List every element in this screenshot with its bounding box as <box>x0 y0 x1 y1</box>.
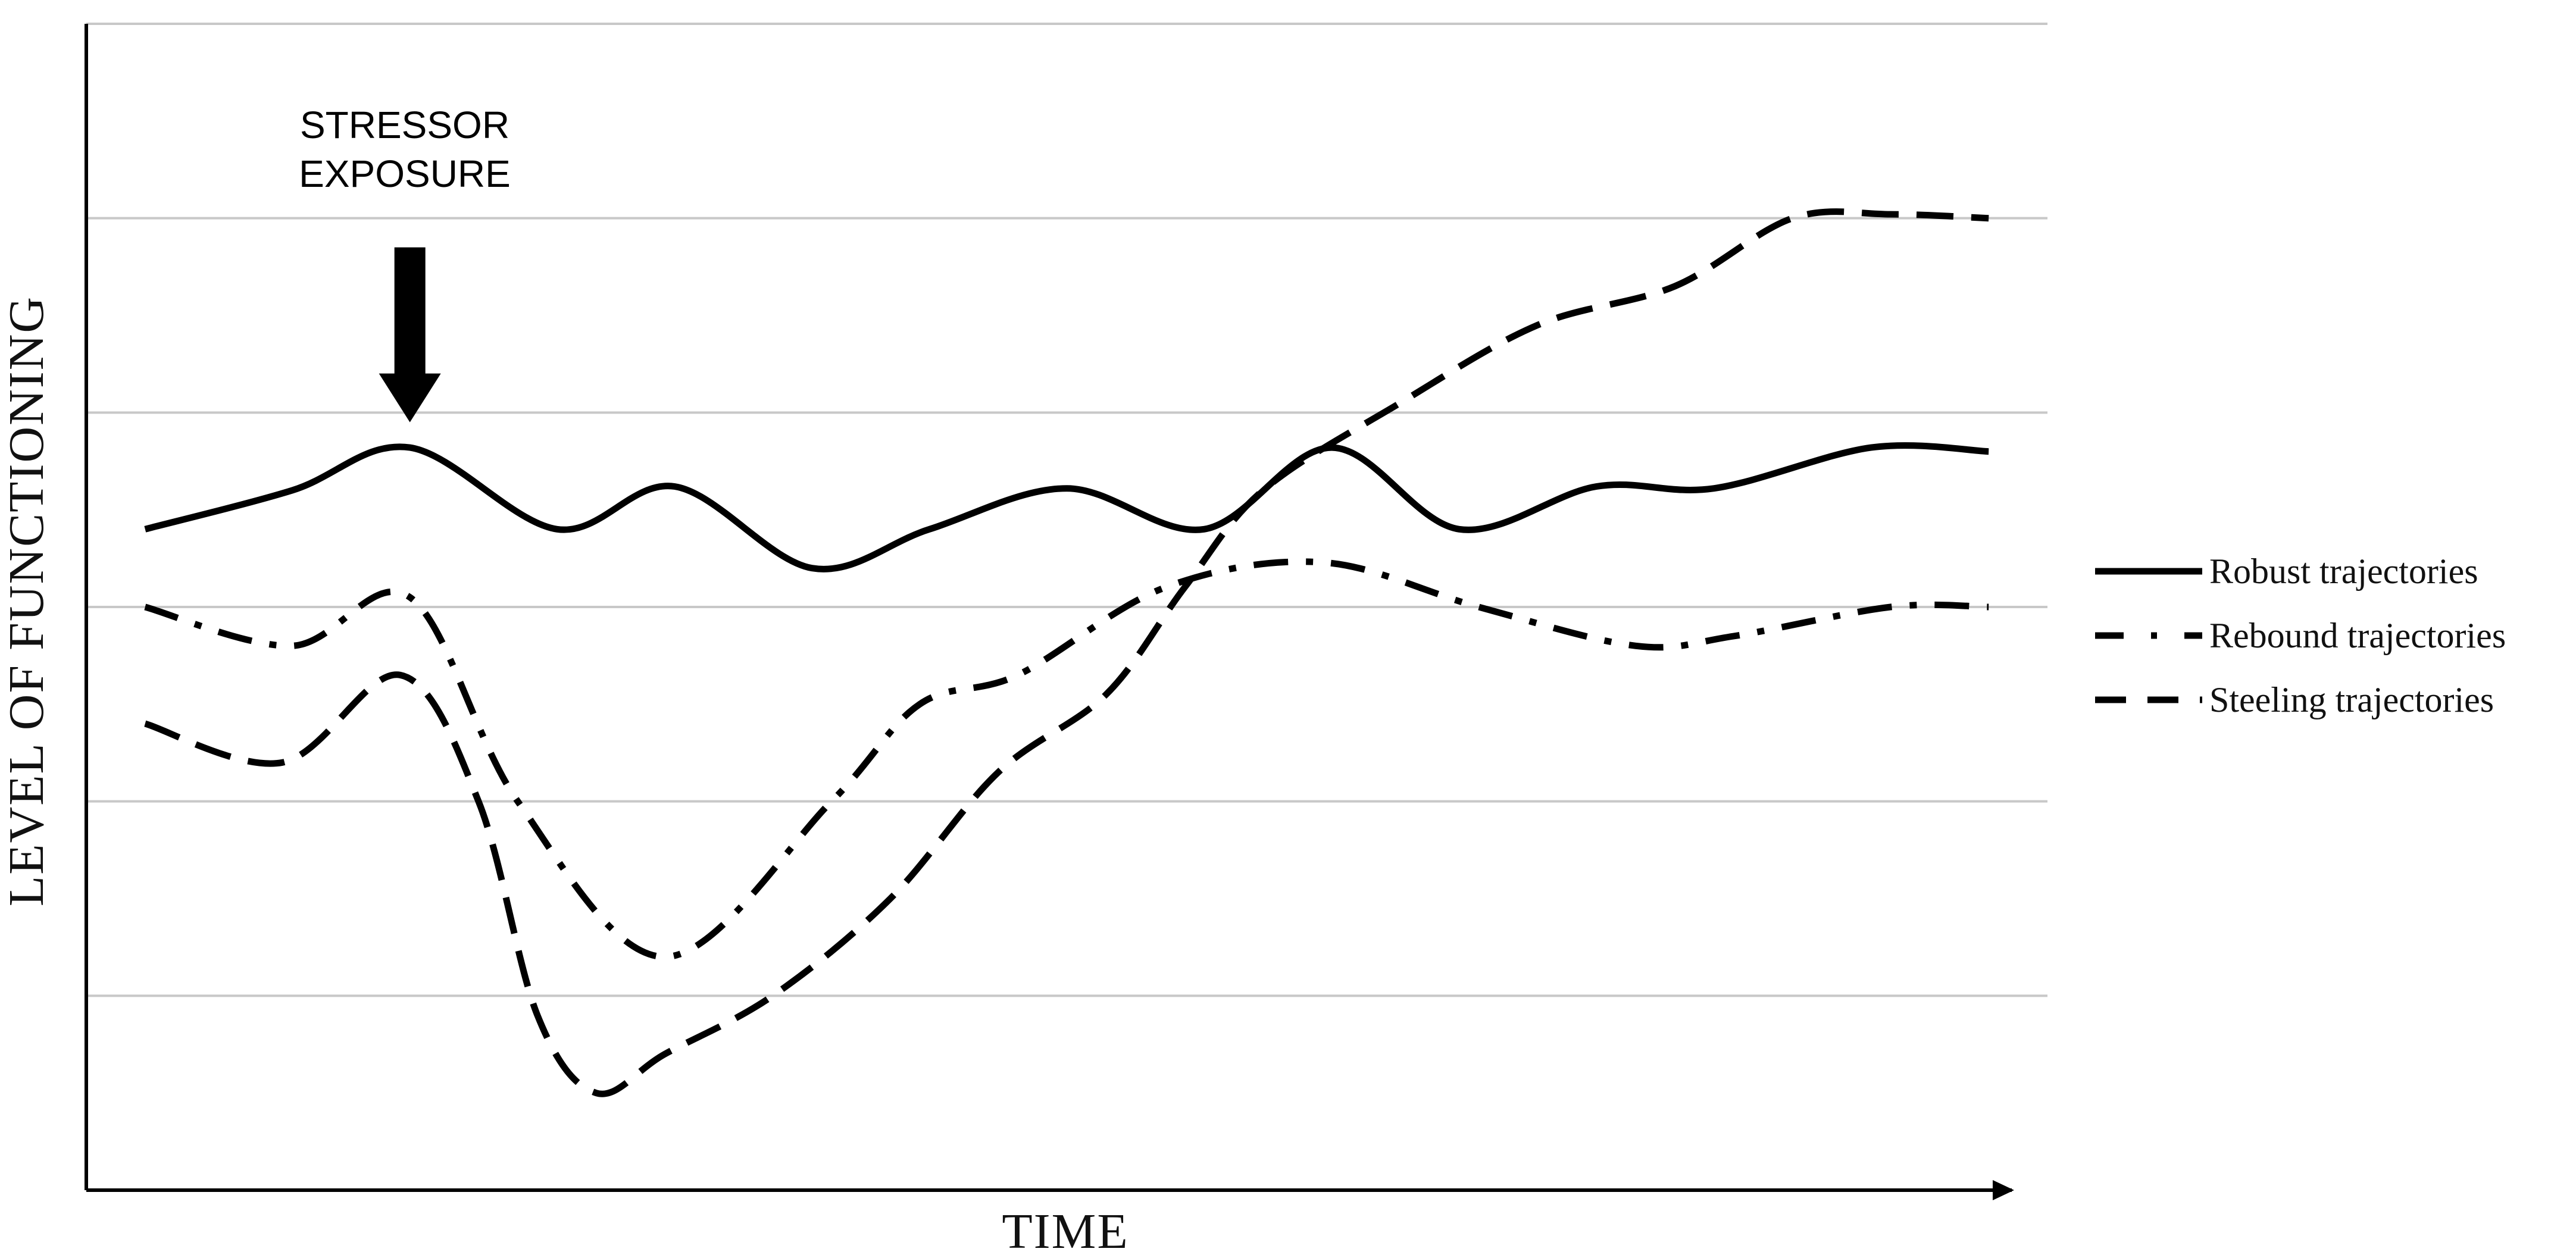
annotation-label-line-1: STRESSOR <box>300 104 509 146</box>
series-line-steeling-trajectories <box>144 208 1989 1097</box>
legend: Robust trajectories Rebound trajectories S… <box>2095 552 2506 719</box>
arrow-shaft <box>394 247 426 375</box>
x-axis-arrowhead <box>1993 1180 2014 1200</box>
stressor-annotation: STRESSOR EXPOSURE <box>299 104 511 423</box>
down-arrow-icon <box>379 247 441 423</box>
series-line-robust-trajectories <box>144 442 1989 572</box>
annotation-label-line-2: EXPOSURE <box>299 152 511 195</box>
x-axis-title: TIME <box>1002 1204 1128 1258</box>
y-axis-title: LEVEL OF FUNCTIONING <box>0 296 54 906</box>
legend-label: Steeling trajectories <box>2209 680 2494 719</box>
series-lines <box>144 208 1989 1097</box>
legend-label: Rebound trajectories <box>2209 616 2506 655</box>
arrow-head <box>379 373 441 423</box>
axes <box>85 24 2014 1200</box>
legend-label: Robust trajectories <box>2209 552 2478 591</box>
series-line-rebound-trajectories <box>144 558 1989 960</box>
